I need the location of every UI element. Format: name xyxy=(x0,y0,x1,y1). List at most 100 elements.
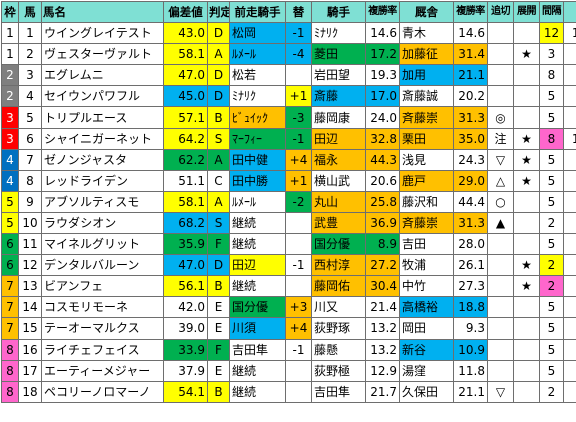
header-jockey[interactable]: 騎手 xyxy=(311,0,366,24)
waku-cell: 5 xyxy=(1,190,19,213)
header-tenkai[interactable]: 展開 xyxy=(513,0,540,24)
rank-cell: 13 xyxy=(563,22,576,45)
header-change[interactable]: 替 xyxy=(285,0,312,24)
rank-cell: 6 xyxy=(563,233,576,256)
grade-cell: D xyxy=(207,22,230,45)
header-sort-arrow[interactable]: ↑ xyxy=(563,0,576,24)
uma-number-cell: 7 xyxy=(18,148,42,171)
jockey-cell: 吉田隼 xyxy=(311,380,366,403)
header-trainer[interactable]: 厩舎 xyxy=(399,0,454,24)
tenkai-mark-cell xyxy=(513,380,540,403)
header-kankaku[interactable]: 間隔 xyxy=(539,0,564,24)
header-uma[interactable]: 馬 xyxy=(18,0,42,24)
trainer-cell: 中竹 xyxy=(399,275,454,298)
trainer-rate-cell: 20.2 xyxy=(453,85,488,108)
jockey-rate-cell: 17.2 xyxy=(365,43,400,66)
waku-cell: 6 xyxy=(1,233,19,256)
uma-number-cell: 1 xyxy=(18,22,42,45)
header-trainer-rate[interactable]: 複勝率 xyxy=(453,0,488,24)
trainer-cell: 鹿戸 xyxy=(399,169,454,192)
prev-jockey-cell: 継続 xyxy=(229,380,286,403)
header-oikiri[interactable]: 追切 xyxy=(487,0,514,24)
interval-cell: 8 xyxy=(539,127,564,150)
grade-cell: B xyxy=(207,380,230,403)
header-jockey-rate[interactable]: 複勝率 xyxy=(365,0,400,24)
header-score[interactable]: 偏差値 xyxy=(163,0,208,24)
score-cell: 62.2 xyxy=(163,148,208,171)
tenkai-mark-cell xyxy=(513,85,540,108)
header-waku[interactable]: 枠 xyxy=(1,0,19,24)
uma-number-cell: 4 xyxy=(18,85,42,108)
jockey-cell: 西村淳 xyxy=(311,254,366,277)
interval-cell: 2 xyxy=(539,211,564,235)
rank-cell: 2 xyxy=(563,169,576,192)
horse-name-cell: エグレムニ xyxy=(41,64,164,87)
oikiri-mark-cell xyxy=(487,233,514,256)
jockey-change-cell: +4 xyxy=(285,148,312,171)
waku-cell: 2 xyxy=(1,85,19,108)
tenkai-mark-cell xyxy=(513,22,540,45)
jockey-rate-cell: 21.4 xyxy=(365,296,400,319)
jockey-rate-cell: 20.6 xyxy=(365,169,400,192)
tenkai-mark-cell xyxy=(513,64,540,87)
uma-number-cell: 12 xyxy=(18,254,42,277)
score-cell: 57.1 xyxy=(163,106,208,129)
grade-cell: E xyxy=(207,359,230,382)
interval-cell: 5 xyxy=(539,317,564,340)
prev-jockey-cell: 田中健 xyxy=(229,148,286,171)
jockey-cell: 菱田 xyxy=(311,43,366,66)
grade-cell: A xyxy=(207,148,230,171)
oikiri-mark-cell: ▽ xyxy=(487,380,514,403)
waku-cell: 4 xyxy=(1,148,19,171)
header-prev-jockey[interactable]: 前走騎手 xyxy=(229,0,286,24)
jockey-rate-cell: 24.0 xyxy=(365,106,400,129)
uma-number-cell: 6 xyxy=(18,127,42,150)
score-cell: 42.0 xyxy=(163,296,208,319)
rank-cell: 5 xyxy=(563,106,576,129)
trainer-rate-cell: 31.4 xyxy=(453,43,488,66)
waku-cell: 7 xyxy=(1,275,19,298)
jockey-change-cell: +4 xyxy=(285,317,312,340)
jockey-rate-cell: 36.9 xyxy=(365,211,400,235)
jockey-rate-cell: 17.0 xyxy=(365,85,400,108)
jockey-change-cell: +3 xyxy=(285,296,312,319)
race-entry-table: 枠 馬 馬名 偏差値 判定 前走騎手 替 騎手 複勝率 厩舎 複勝率 追切 展開… xyxy=(1,0,576,403)
rank-cell: 2 xyxy=(563,380,576,403)
trainer-cell: 藤沢和 xyxy=(399,190,454,213)
oikiri-mark-cell: ▲ xyxy=(487,211,514,235)
tenkai-mark-cell xyxy=(513,338,540,361)
trainer-cell: 新谷 xyxy=(399,338,454,361)
jockey-cell: 岩田望 xyxy=(311,64,366,87)
prev-jockey-cell: ﾙﾒｰﾙ xyxy=(229,190,286,213)
header-horse-name[interactable]: 馬名 xyxy=(41,0,164,24)
tenkai-mark-cell: ★ xyxy=(513,43,540,66)
waku-cell: 3 xyxy=(1,127,19,150)
trainer-rate-cell: 44.4 xyxy=(453,190,488,213)
jockey-change-cell xyxy=(285,275,312,298)
score-cell: 68.2 xyxy=(163,211,208,235)
waku-cell: 7 xyxy=(1,317,19,340)
interval-cell: 5 xyxy=(539,85,564,108)
grade-cell: F xyxy=(207,233,230,256)
header-grade[interactable]: 判定 xyxy=(207,0,230,24)
jockey-rate-cell: 27.2 xyxy=(365,254,400,277)
jockey-rate-cell: 12.9 xyxy=(365,359,400,382)
